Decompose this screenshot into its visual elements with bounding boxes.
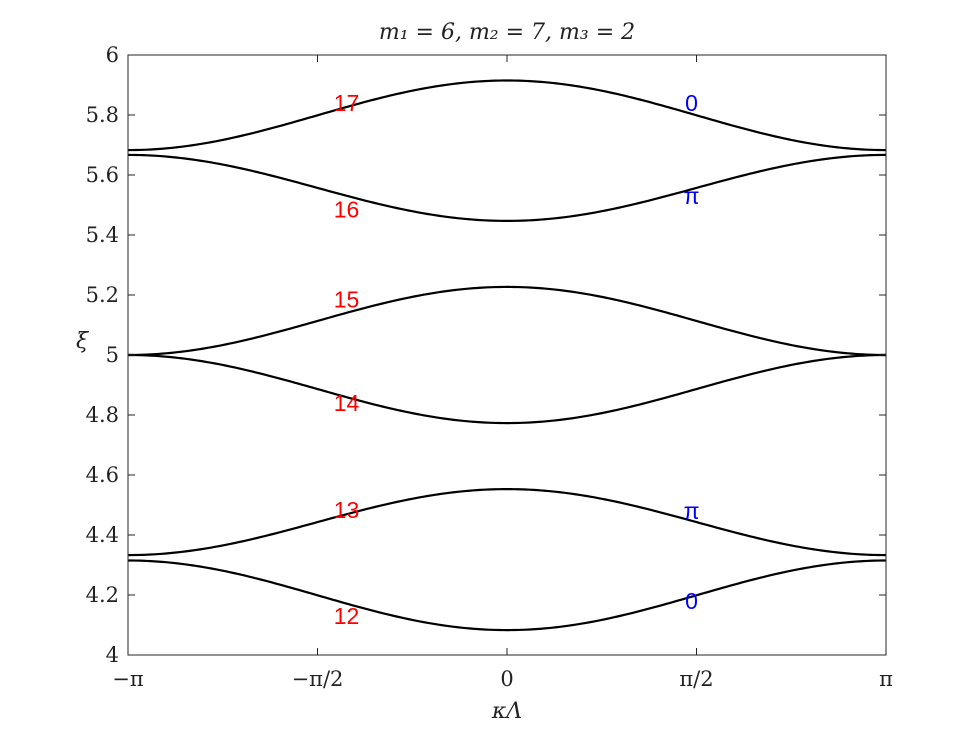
x-tick-label: π	[879, 667, 893, 691]
y-tick-label: 4	[106, 643, 119, 667]
x-axis-label: κΛ	[491, 699, 522, 724]
y-axis-label: ξ	[76, 329, 90, 354]
y-tick-label: 4.8	[86, 403, 119, 427]
y-tick-label: 4.2	[86, 583, 119, 607]
plot-area-background	[128, 55, 886, 655]
band-13-line	[127, 487, 887, 557]
band-17-line	[127, 79, 887, 152]
x-tick-label: 0	[500, 667, 513, 691]
y-tick-label: 5	[106, 343, 119, 367]
x-tick-label: π/2	[679, 667, 713, 691]
axis-ticks: 4 4.2 4.4 4.6 4.8 5 5.2 5.4 5.6 5.8 6 −π −π/2 0 π/2 π	[86, 43, 894, 691]
y-tick-label: 5.2	[86, 283, 119, 307]
y-tick-label: 5.4	[86, 223, 119, 247]
x-tick-label: −π	[112, 667, 144, 691]
x-tick-label: −π/2	[292, 667, 344, 691]
band-annotations: 17 16 15 14 13 12 0 π π 0	[334, 90, 700, 629]
y-tick-label: 4.4	[86, 523, 119, 547]
band-annotation: 13	[334, 497, 360, 523]
y-tick-label: 5.6	[86, 163, 119, 187]
band-annotation: 17	[334, 90, 360, 116]
band-annotation: 15	[334, 287, 360, 313]
band-14-line	[127, 353, 887, 425]
band-15-line	[127, 285, 887, 357]
band-annotation: 14	[334, 390, 360, 416]
band-annotation: 12	[334, 603, 360, 629]
y-tick-label: 5.8	[86, 103, 119, 127]
band-annotation: 0	[685, 588, 698, 614]
band-12-line	[127, 559, 887, 632]
band-annotation: π	[684, 183, 700, 209]
band-16-line	[127, 153, 887, 223]
band-annotation: π	[684, 498, 700, 524]
band-annotation: 16	[334, 197, 360, 223]
y-tick-label: 4.6	[86, 463, 119, 487]
y-tick-label: 6	[106, 43, 119, 67]
chart-title: m₁ = 6, m₂ = 7, m₃ = 2	[379, 20, 635, 45]
band-annotation: 0	[685, 90, 698, 116]
band-curves	[127, 79, 887, 632]
